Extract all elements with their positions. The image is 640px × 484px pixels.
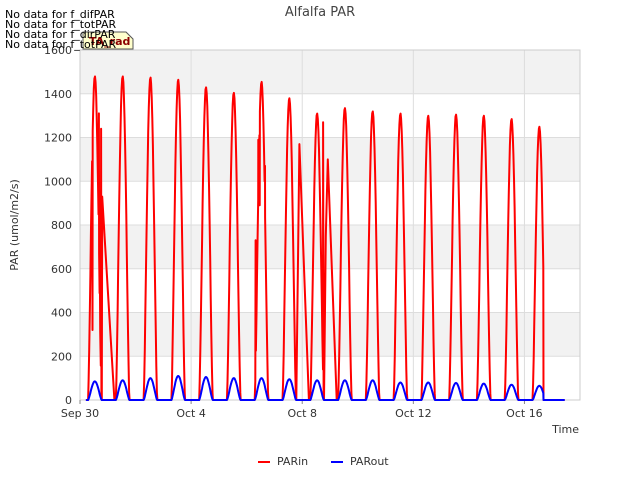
- y-tick-label: 800: [51, 219, 72, 232]
- series-line-parout: [85, 375, 565, 401]
- background-band: [80, 312, 580, 357]
- x-tick-label: Sep 30: [61, 407, 99, 420]
- x-axis-ticks: Sep 30 Oct 4 Oct 8 Oct 12 Oct 16: [61, 400, 543, 420]
- legend-label: PARin: [277, 455, 308, 468]
- y-axis-label: PAR (umol/m2/s): [8, 179, 21, 271]
- x-tick-label: Oct 12: [395, 407, 432, 420]
- ta-rad-badge-label: TA_rad: [89, 35, 131, 48]
- background-band: [80, 137, 580, 182]
- chart-title: Alfalfa PAR: [285, 5, 355, 20]
- y-axis-ticks: 0 200 400 600 800 1000 1200 1400 1600: [44, 44, 72, 407]
- y-tick-label: 1400: [44, 88, 72, 101]
- y-tick-label: 600: [51, 263, 72, 276]
- legend-label: PARout: [350, 455, 389, 468]
- legend-item-parin: PARin: [258, 455, 308, 468]
- background-bands: [80, 50, 580, 357]
- x-tick-label: Oct 8: [287, 407, 317, 420]
- no-data-note: No data for f_difPAR: [5, 8, 115, 21]
- ta-rad-badge-icon: [82, 31, 134, 50]
- y-tick-label: 200: [51, 350, 72, 363]
- y-tick-label: 0: [65, 394, 72, 407]
- series-lines: [85, 75, 565, 401]
- legend: PARin PARout: [258, 455, 389, 468]
- y-tick-label: 1200: [44, 132, 72, 145]
- legend-item-parout: PARout: [331, 455, 389, 468]
- y-tick-label: 1000: [44, 175, 72, 188]
- x-tick-label: Oct 4: [176, 407, 206, 420]
- no-data-note: No data for f_totPAR: [5, 18, 117, 31]
- background-band: [80, 50, 580, 94]
- no-data-note: No data for f_totPAR: [5, 38, 117, 51]
- x-axis-label: Time: [551, 423, 579, 436]
- x-tick-label: Oct 16: [506, 407, 543, 420]
- no-data-note: No data for f_dirPAR: [5, 28, 116, 41]
- y-tick-label: 1600: [44, 44, 72, 57]
- y-tick-label: 400: [51, 307, 72, 320]
